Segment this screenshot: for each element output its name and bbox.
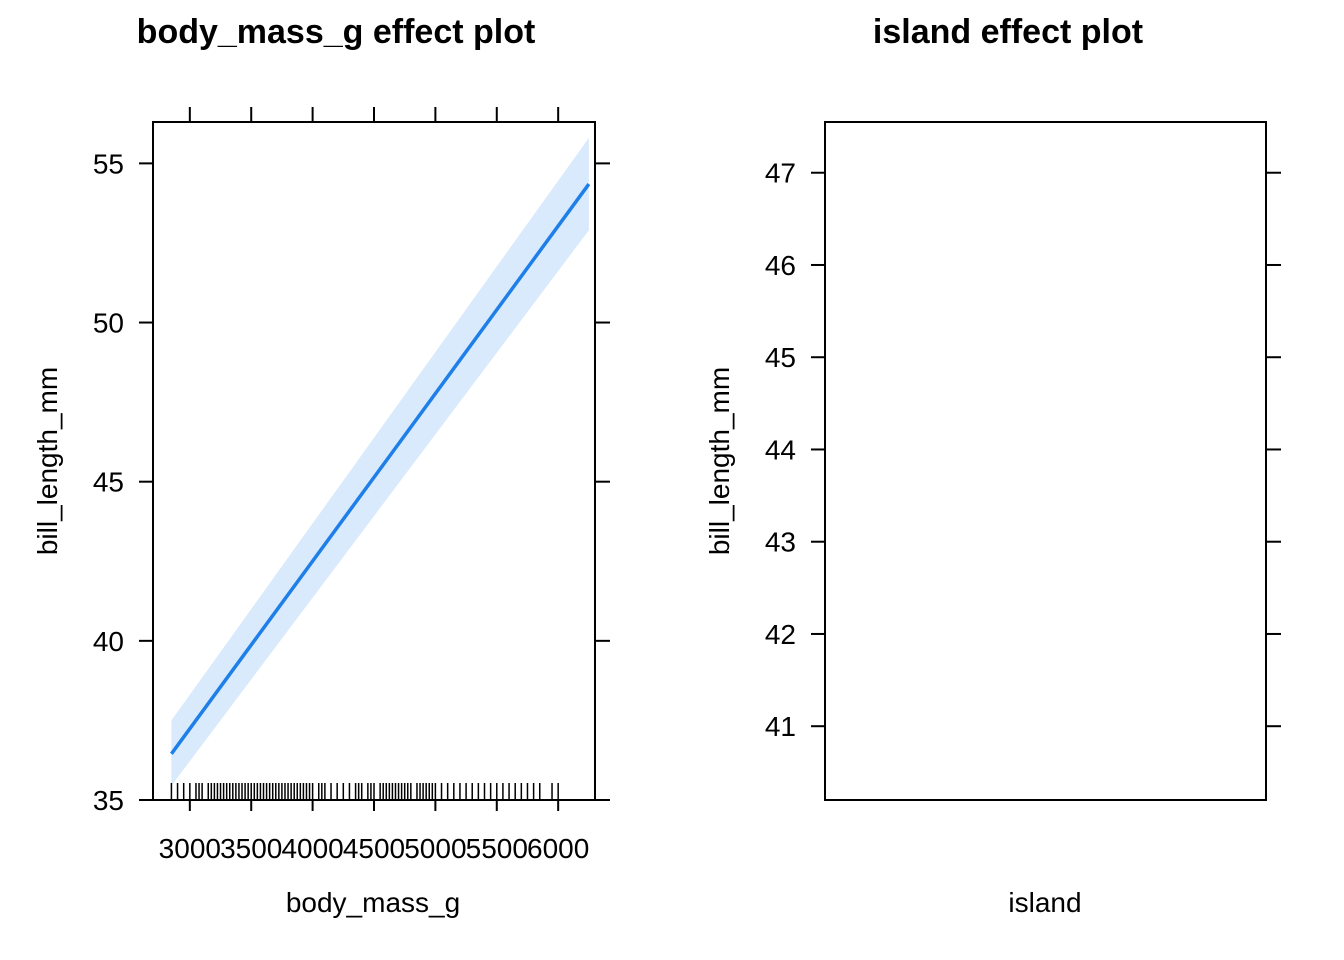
- panel-island-effect: island effect plot BiscoeDreamTorgersen …: [704, 13, 1281, 918]
- y-tick-label: 55: [93, 148, 124, 179]
- y-tick-label: 35: [93, 785, 124, 816]
- x-tick-label: 5500: [466, 833, 528, 864]
- panel1-x-axis-label: body_mass_g: [286, 887, 460, 918]
- panel1-fit-line-layer: [170, 183, 591, 755]
- y-tick-label: 41: [765, 711, 796, 742]
- fit-line: [170, 183, 591, 755]
- panel1-confidence-band-layer: [171, 137, 589, 786]
- panel2-y-axis-label: bill_length_mm: [704, 367, 735, 555]
- panel2-x-axis-label: island: [1008, 887, 1081, 918]
- y-tick-label: 45: [765, 342, 796, 373]
- panel1-rug-layer: [170, 783, 596, 800]
- y-tick-label: 46: [765, 250, 796, 281]
- confidence-band: [171, 137, 589, 786]
- panel1-x-ticks: 3000 3500 4000 4500 5000 5500 6000: [159, 107, 589, 864]
- panel-body-mass-effect: body_mass_g effect plot 3000 3500 4000 4500…: [32, 13, 610, 918]
- x-tick-label: 6000: [527, 833, 589, 864]
- x-tick-label: 4000: [281, 833, 343, 864]
- panel1-title: body_mass_g effect plot: [137, 13, 536, 51]
- y-tick-label: 47: [765, 158, 796, 189]
- x-tick-label: 4500: [343, 833, 405, 864]
- panel2-frame: [824, 121, 1267, 801]
- panel2-y-ticks: 41 42 43 44 45 46 47: [765, 158, 1281, 742]
- x-tick-label: 3500: [220, 833, 282, 864]
- panel1-y-ticks: 35 40 45 50 55: [93, 148, 610, 816]
- x-tick-label: 3000: [159, 833, 221, 864]
- panel2-title: island effect plot: [873, 13, 1143, 51]
- y-tick-label: 40: [93, 626, 124, 657]
- panel1-y-axis-label: bill_length_mm: [32, 367, 63, 555]
- x-tick-label: 5000: [404, 833, 466, 864]
- y-tick-label: 50: [93, 308, 124, 339]
- y-tick-label: 43: [765, 527, 796, 558]
- y-tick-label: 44: [765, 434, 796, 465]
- y-tick-label: 45: [93, 467, 124, 498]
- y-tick-label: 42: [765, 619, 796, 650]
